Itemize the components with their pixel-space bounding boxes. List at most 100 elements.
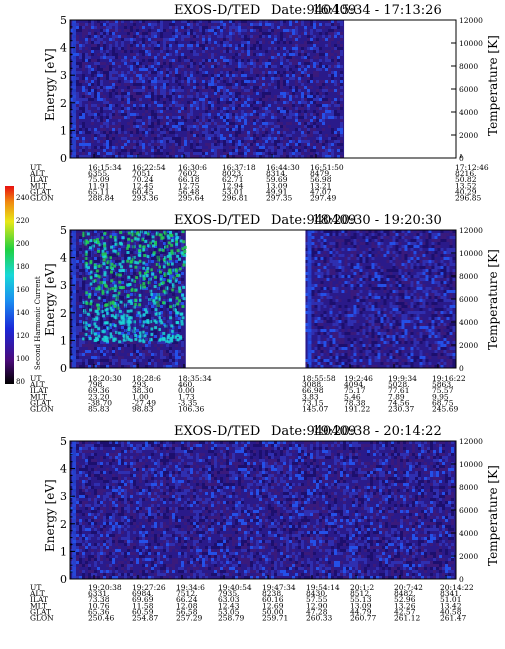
noise-cell — [353, 362, 357, 365]
noise-cell — [187, 32, 190, 35]
noise-cell — [320, 248, 324, 251]
noise-cell — [112, 110, 115, 113]
noise-cell — [316, 29, 319, 32]
noise-cell — [151, 98, 154, 101]
noise-cell — [157, 155, 160, 158]
noise-cell — [322, 140, 325, 143]
colorbar-tick-label: 180 — [16, 263, 29, 271]
noise-cell — [118, 257, 121, 260]
noise-cell — [79, 155, 82, 158]
noise-cell — [340, 140, 343, 143]
noise-cell — [340, 23, 343, 26]
noise-cell — [277, 47, 280, 50]
noise-cell — [91, 20, 94, 23]
noise-cell — [208, 29, 211, 32]
noise-cell — [310, 113, 313, 116]
noise-cell — [94, 230, 97, 233]
noise-cell — [380, 332, 384, 335]
noise-cell — [139, 341, 142, 344]
noise-cell — [401, 338, 405, 341]
noise-cell — [184, 80, 187, 83]
noise-cell — [253, 59, 256, 62]
noise-cell — [109, 56, 112, 59]
noise-cell — [295, 26, 298, 29]
noise-cell — [331, 155, 334, 158]
noise-cell — [380, 266, 384, 269]
noise-cell — [256, 86, 259, 89]
noise-cell — [238, 29, 241, 32]
noise-cell — [136, 236, 139, 239]
noise-cell — [256, 101, 259, 104]
noise-cell — [187, 116, 190, 119]
noise-cell — [307, 107, 310, 110]
noise-cell — [392, 338, 396, 341]
noise-cell — [338, 242, 342, 245]
noise-cell — [362, 365, 366, 368]
noise-cell — [253, 35, 256, 38]
noise-cell — [172, 362, 175, 365]
noise-cell — [217, 92, 220, 95]
noise-cell — [85, 89, 88, 92]
noise-cell — [184, 116, 187, 119]
noise-cell — [389, 251, 393, 254]
noise-cell — [232, 26, 235, 29]
noise-cell — [136, 284, 139, 287]
noise-cell — [365, 248, 369, 251]
noise-cell — [332, 344, 336, 347]
noise-cell — [259, 56, 262, 59]
noise-cell — [277, 74, 280, 77]
noise-cell — [160, 143, 163, 146]
noise-cell — [178, 143, 181, 146]
noise-cell — [332, 305, 336, 308]
noise-cell — [196, 23, 199, 26]
noise-cell — [85, 293, 88, 296]
noise-cell — [178, 254, 181, 257]
noise-cell — [121, 107, 124, 110]
noise-cell — [337, 140, 340, 143]
noise-cell — [280, 83, 283, 86]
noise-cell — [166, 350, 169, 353]
noise-cell — [320, 266, 324, 269]
noise-cell — [187, 26, 190, 29]
noise-cell — [253, 101, 256, 104]
noise-cell — [320, 260, 324, 263]
noise-cell — [389, 260, 393, 263]
noise-cell — [100, 80, 103, 83]
noise-cell — [214, 149, 217, 152]
noise-cell — [163, 53, 166, 56]
noise-cell — [313, 155, 316, 158]
noise-cell — [94, 290, 97, 293]
noise-cell — [292, 92, 295, 95]
noise-cell — [323, 320, 327, 323]
noise-cell — [289, 35, 292, 38]
noise-cell — [97, 281, 100, 284]
noise-cell — [133, 89, 136, 92]
noise-cell — [106, 65, 109, 68]
noise-cell — [226, 128, 229, 131]
noise-cell — [371, 329, 375, 332]
noise-cell — [319, 116, 322, 119]
noise-cell — [235, 29, 238, 32]
noise-cell — [79, 275, 82, 278]
noise-cell — [392, 287, 396, 290]
noise-cell — [190, 116, 193, 119]
noise-cell — [85, 110, 88, 113]
noise-cell — [280, 65, 283, 68]
noise-cell — [307, 131, 310, 134]
noise-cell — [335, 317, 339, 320]
noise-cell — [136, 59, 139, 62]
noise-cell — [127, 365, 130, 368]
noise-cell — [301, 125, 304, 128]
noise-cell — [136, 62, 139, 65]
noise-cell — [205, 125, 208, 128]
noise-cell — [139, 269, 142, 272]
noise-cell — [121, 35, 124, 38]
noise-cell — [347, 353, 351, 356]
noise-cell — [244, 152, 247, 155]
noise-cell — [386, 230, 390, 233]
noise-cell — [106, 119, 109, 122]
noise-cell — [340, 50, 343, 53]
noise-cell — [151, 101, 154, 104]
noise-cell — [310, 149, 313, 152]
noise-cell — [145, 95, 148, 98]
